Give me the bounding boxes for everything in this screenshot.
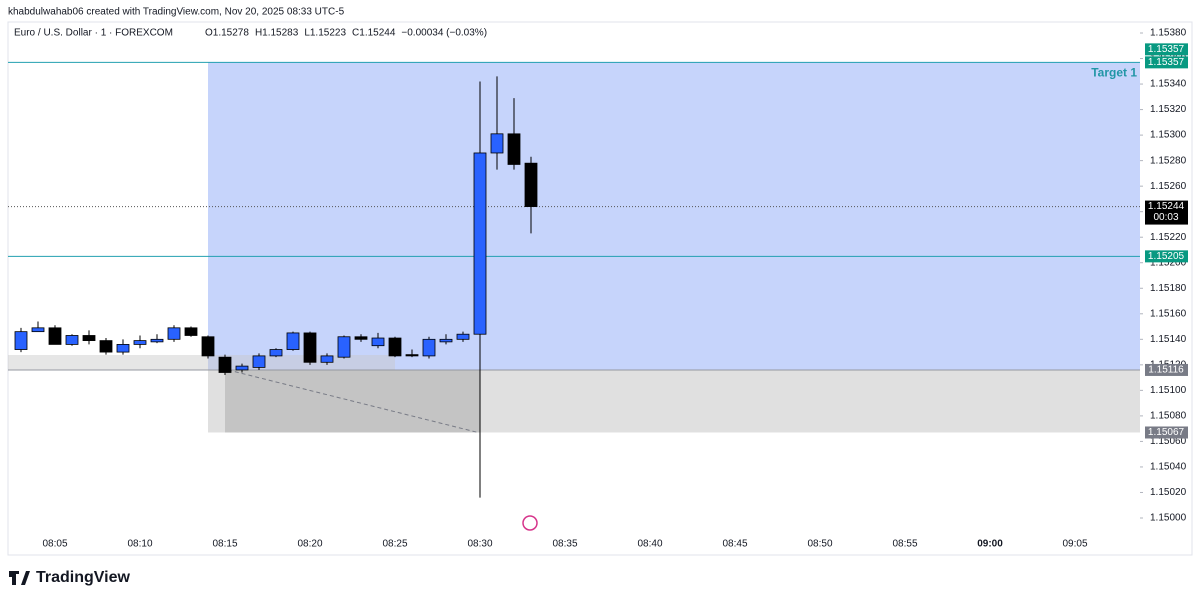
y-tick-label: 1.15320 [1150, 104, 1187, 115]
candle-body [150, 338, 164, 343]
x-tick-label: 08:35 [552, 539, 577, 550]
candle-body [320, 355, 334, 363]
y-tick-label: 1.15060 [1150, 436, 1187, 447]
candle-body [269, 349, 283, 357]
candle-body [371, 337, 385, 347]
price-badge-label: 1.15244 [1148, 201, 1185, 212]
candle-body [201, 336, 215, 357]
candle-body [439, 338, 453, 343]
pane-border [7, 21, 1193, 556]
candle-body [116, 344, 130, 353]
brand-logo [9, 571, 30, 585]
candle-body [303, 332, 317, 363]
x-tick-label: 08:50 [807, 539, 832, 550]
x-tick-label: 08:20 [297, 539, 322, 550]
candle-body [167, 327, 181, 340]
plot: Target 11.150001.150201.150401.150601.15… [8, 28, 1187, 550]
x-tick-label: 08:30 [467, 539, 492, 550]
x-tick-label: 09:00 [977, 539, 1003, 550]
price-badge [1145, 363, 1188, 376]
path-arrow [227, 369, 479, 433]
candle-body [82, 335, 96, 341]
price-badge-label: 1.15357 [1148, 57, 1185, 68]
y-tick-label: 1.15220 [1150, 232, 1187, 243]
y-tick-label: 1.15140 [1150, 334, 1187, 345]
ohlc-value: H1.15283 [255, 28, 299, 39]
price-badge [1145, 56, 1188, 69]
candle-body [337, 336, 351, 358]
candle-body [235, 365, 249, 371]
candle-body [286, 332, 300, 350]
x-tick-label: 09:05 [1062, 539, 1087, 550]
candle-body [507, 133, 521, 165]
y-tick-label: 1.15340 [1150, 79, 1187, 90]
y-tick-label: 1.15280 [1150, 155, 1187, 166]
candle-body [184, 327, 198, 336]
y-tick-label: 1.15200 [1150, 257, 1187, 268]
y-tick-label: 1.15000 [1150, 513, 1187, 524]
x-tick-label: 08:40 [637, 539, 662, 550]
candle-body [133, 340, 147, 345]
header: khabdulwahab06 created with TradingView.… [8, 7, 345, 18]
event-icon[interactable] [522, 515, 538, 531]
ohlc-value: C1.15244 [352, 28, 396, 39]
y-tick-label: 1.15160 [1150, 308, 1187, 319]
candle-body [422, 338, 436, 357]
x-tick-label: 08:05 [42, 539, 67, 550]
target-label: Target 1 [1091, 66, 1137, 80]
symbol: Euro / U.S. Dollar · 1 · FOREXCOM [14, 28, 173, 39]
candle-body [524, 162, 538, 207]
x-tick-label: 08:10 [127, 539, 152, 550]
candle-body [218, 356, 232, 373]
candle-body [65, 335, 79, 345]
y-tick-label: 1.15300 [1150, 130, 1187, 141]
x-tick-label: 08:25 [382, 539, 407, 550]
candle-body [405, 354, 419, 357]
y-tick-label: 1.15260 [1150, 181, 1187, 192]
entry-band [8, 355, 395, 370]
change: −0.00034 (−0.03%) [401, 28, 487, 39]
y-tick-label: 1.15080 [1150, 411, 1187, 422]
countdown: 00:03 [1153, 212, 1178, 223]
price-badge-label: 1.15067 [1148, 427, 1185, 438]
y-tick-label: 1.15180 [1150, 283, 1187, 294]
y-tick-label: 1.15020 [1150, 487, 1187, 498]
target-zone [208, 62, 1140, 370]
x-tick-label: 08:45 [722, 539, 747, 550]
price-badge-label: 1.15205 [1148, 251, 1185, 262]
price-badge [1145, 200, 1188, 225]
candle-body [490, 133, 504, 154]
y-tick-label: 1.15380 [1150, 28, 1187, 39]
y-tick-label: 1.15040 [1150, 462, 1187, 473]
price-badge [1145, 250, 1188, 263]
candle-body [354, 336, 368, 340]
x-tick-label: 08:15 [212, 539, 237, 550]
candle-body [388, 337, 402, 357]
candle-body [31, 327, 45, 333]
candle-body [99, 340, 113, 353]
y-tick-label: 1.15100 [1150, 385, 1187, 396]
ohlc-value: O1.15278 [205, 28, 249, 39]
price-badge [1145, 426, 1188, 439]
candle-body [456, 333, 470, 340]
price-badge-label: 1.15357 [1148, 44, 1185, 55]
price-badge-label: 1.15116 [1148, 365, 1184, 376]
candle-body [14, 331, 28, 350]
brand: TradingView [36, 569, 131, 586]
ohlc-value: L1.15223 [304, 28, 346, 39]
price-badge [1145, 43, 1188, 56]
candle-body [473, 152, 487, 335]
x-tick-label: 08:55 [892, 539, 917, 550]
candle-body [252, 355, 266, 368]
candle-body [48, 327, 62, 345]
